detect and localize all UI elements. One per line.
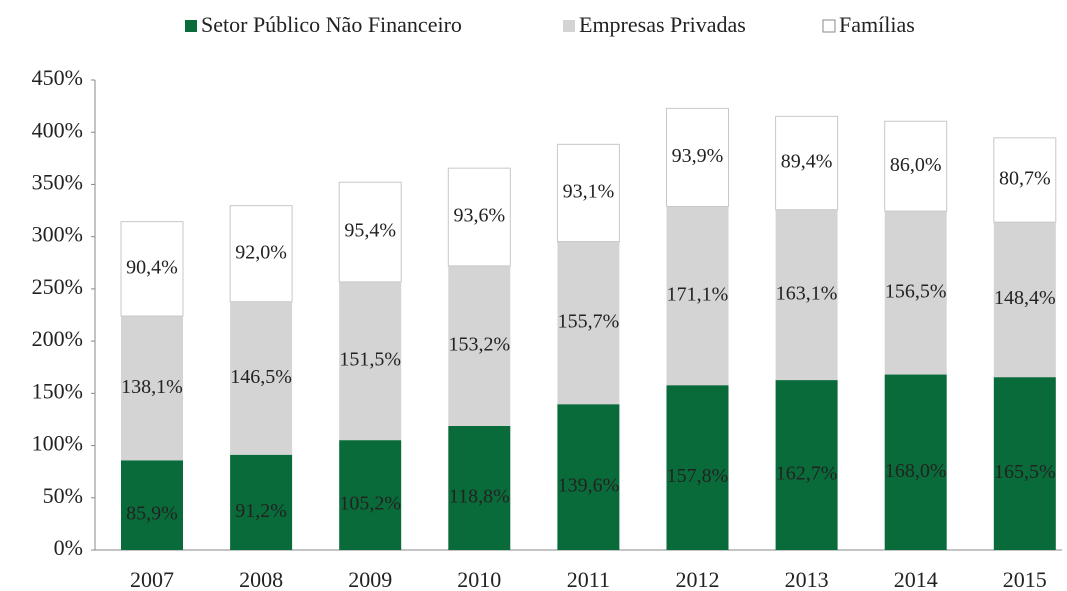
y-tick-label: 150%	[32, 378, 83, 403]
bar-segment	[884, 374, 947, 550]
data-label: 168,0%	[885, 460, 947, 482]
legend-label: Setor Público Não Financeiro	[201, 12, 462, 37]
x-tick-label: 2012	[676, 567, 720, 591]
x-tick-label: 2015	[1003, 567, 1047, 591]
data-label: 171,1%	[667, 283, 729, 305]
data-label: 148,4%	[994, 287, 1056, 309]
bar-segment	[447, 167, 511, 267]
data-label: 95,4%	[344, 220, 396, 242]
bar-segment	[229, 205, 293, 303]
legend-swatch	[563, 20, 575, 32]
y-tick-label: 0%	[54, 535, 83, 560]
bar-segment	[338, 181, 402, 283]
data-label: 90,4%	[126, 256, 178, 278]
data-label: 80,7%	[999, 168, 1051, 190]
y-tick-label: 100%	[32, 431, 83, 456]
data-label: 157,8%	[667, 465, 729, 487]
y-tick-label: 50%	[43, 483, 83, 508]
bar-segment	[993, 222, 1056, 378]
bar-segment	[666, 206, 729, 386]
x-tick-label: 2008	[239, 567, 283, 591]
bar-segment	[121, 316, 183, 461]
bar-segment	[339, 440, 402, 550]
data-label: 105,2%	[339, 493, 401, 515]
x-tick-label: 2014	[894, 567, 938, 591]
data-label: 155,7%	[558, 310, 620, 332]
bar-segment	[339, 281, 402, 441]
data-label: 163,1%	[776, 282, 838, 304]
x-tick-label: 2010	[457, 567, 501, 591]
y-tick-label: 200%	[32, 326, 83, 351]
data-label: 91,2%	[235, 500, 287, 522]
bar-segment	[448, 265, 511, 426]
y-tick-label: 400%	[32, 117, 83, 142]
data-label: 85,9%	[126, 503, 178, 525]
data-label: 146,5%	[230, 366, 292, 388]
data-label: 93,6%	[453, 205, 505, 227]
bar-segment	[557, 241, 620, 405]
data-label: 92,0%	[235, 241, 287, 263]
legend-label: Empresas Privadas	[579, 12, 746, 37]
x-tick-label: 2011	[567, 567, 610, 591]
data-label: 86,0%	[890, 154, 942, 176]
y-tick-label: 350%	[32, 169, 83, 194]
x-tick-label: 2013	[785, 567, 829, 591]
bar-segment	[230, 454, 293, 550]
x-tick-label: 2009	[348, 567, 392, 591]
bar-segment	[230, 301, 293, 455]
data-label: 93,1%	[563, 181, 615, 203]
bar-segment	[993, 137, 1057, 223]
data-label: 153,2%	[448, 334, 510, 356]
bar-segment	[121, 460, 183, 550]
data-label: 118,8%	[449, 486, 510, 508]
bar-segment	[884, 211, 947, 375]
legend-swatch	[185, 20, 197, 32]
data-label: 151,5%	[339, 349, 401, 371]
bar-segment	[666, 385, 729, 550]
bar-segment	[884, 120, 948, 212]
data-label: 89,4%	[781, 151, 833, 173]
bar-segment	[557, 404, 620, 550]
bar-segment	[775, 209, 838, 381]
bar-segment	[666, 107, 729, 207]
bar-segment	[556, 143, 620, 243]
data-label: 139,6%	[558, 475, 620, 497]
data-label: 162,7%	[776, 463, 838, 485]
bar-segment	[448, 425, 511, 550]
x-tick-label: 2007	[130, 567, 174, 591]
y-tick-label: 250%	[32, 274, 83, 299]
bar-segment	[120, 221, 184, 317]
y-tick-label: 450%	[32, 65, 83, 90]
y-tick-label: 300%	[32, 222, 83, 247]
legend-label: Famílias	[839, 12, 915, 37]
data-label: 138,1%	[121, 376, 183, 398]
data-label: 165,5%	[994, 461, 1056, 483]
bar-segment	[775, 380, 838, 550]
legend-swatch	[822, 19, 836, 33]
data-label: 156,5%	[885, 280, 947, 302]
bar-segment	[993, 377, 1056, 550]
data-label: 93,9%	[672, 145, 724, 167]
bar-segment	[775, 115, 839, 211]
